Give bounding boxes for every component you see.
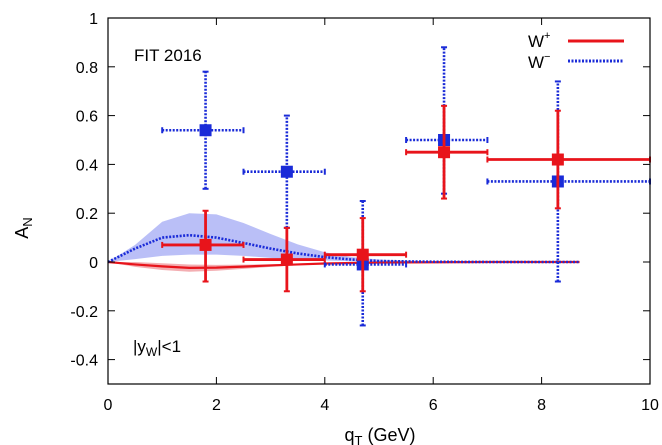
legend: W+ W−: [528, 30, 624, 72]
x-tick-label: 4: [320, 397, 329, 414]
theory-curve-w-minus: [107, 233, 580, 264]
data-point-w-minus: [280, 165, 293, 178]
data-point-w-plus: [551, 153, 564, 166]
theory-bands: [108, 213, 580, 272]
rapidity-cut-label: |yW|<1: [133, 337, 181, 359]
data-points: [161, 46, 651, 327]
axis-ticks: 0 2 4 6 8 10 -0.4 -0.2 0 0.2 0.4 0.6 0.8 1: [70, 11, 659, 414]
data-point-w-plus: [438, 146, 451, 159]
x-axis-label: qT (GeV): [345, 425, 416, 445]
y-tick-label: 0.6: [76, 109, 98, 126]
y-tick-label: 0: [89, 255, 98, 272]
y-axis-label: AN: [12, 217, 35, 238]
data-point-w-minus: [199, 124, 212, 137]
fit-label: FIT 2016: [134, 46, 202, 65]
data-point-w-plus: [199, 238, 212, 251]
theory-curves: [107, 233, 580, 269]
y-tick-label: 0.8: [76, 60, 98, 77]
theory-band-w-minus: [108, 213, 580, 262]
y-tick-label: 0.4: [76, 157, 98, 174]
theory-band-w-plus: [108, 262, 580, 272]
x-tick-label: 10: [641, 397, 659, 414]
x-tick-label: 0: [104, 397, 113, 414]
y-tick-label: 1: [89, 11, 98, 28]
plot-frame: [107, 17, 651, 385]
data-point-w-plus: [280, 253, 293, 266]
y-tick-label: -0.2: [70, 304, 98, 321]
x-tick-label: 8: [537, 397, 546, 414]
y-tick-label: 0.2: [76, 206, 98, 223]
data-point-w-plus: [356, 248, 369, 261]
legend-label-w-plus: W+: [528, 30, 550, 51]
x-tick-label: 2: [212, 397, 221, 414]
legend-label-w-minus: W−: [528, 51, 550, 72]
y-tick-label: -0.4: [70, 353, 98, 370]
x-tick-label: 6: [429, 397, 438, 414]
